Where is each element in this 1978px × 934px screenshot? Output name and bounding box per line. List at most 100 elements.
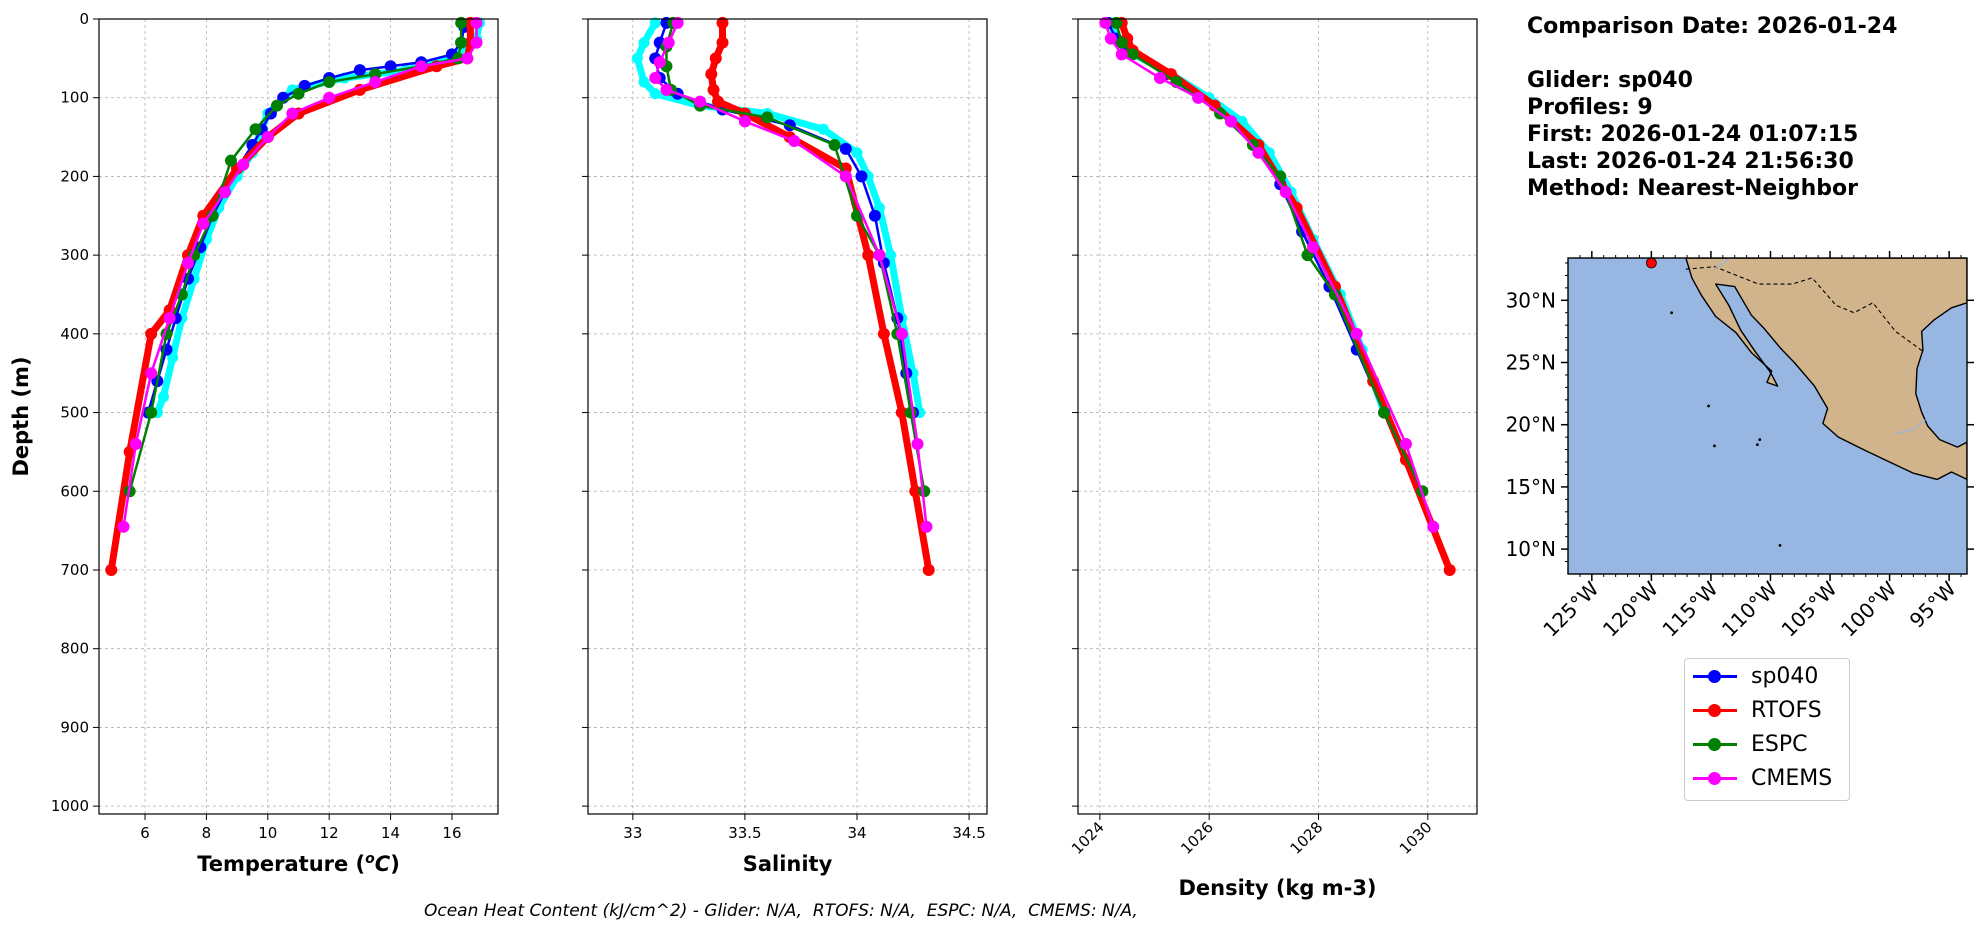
- y-tick-label: 1000: [51, 797, 89, 815]
- series-salinity-rtofs-point: [709, 52, 722, 65]
- series-salinity-cmems-point: [873, 249, 886, 262]
- series-density-espc-line: [1115, 21, 1424, 493]
- series-temperature-espc-point: [455, 16, 468, 29]
- series-salinity-espc-point: [904, 406, 917, 419]
- series-salinity-rtofs-point: [895, 406, 908, 419]
- series-salinity-cmems-point: [662, 36, 675, 49]
- series-temperature-rtofs-line: [107, 19, 474, 574]
- series-salinity-glider-profiles-point: [631, 52, 643, 64]
- series-salinity-cmems-point: [671, 16, 684, 29]
- series-density-cmems-point: [1104, 32, 1117, 45]
- x-tick-label: 10: [258, 824, 277, 842]
- series-temperature-glider-profiles-point: [167, 351, 179, 363]
- y-tick-label: 900: [60, 718, 89, 736]
- profile-count: Profiles: 9: [1527, 95, 1653, 120]
- y-tick-label: 800: [60, 640, 89, 658]
- info-panel: Comparison Date: 2026-01-24 Glider: sp040…: [1527, 13, 1897, 202]
- y-tick-label: 200: [60, 167, 89, 185]
- series-density-espc-point: [1378, 406, 1391, 419]
- series-salinity-cmems-point: [895, 327, 908, 340]
- map-frame: [1567, 257, 1968, 575]
- comparison-date: Comparison Date: 2026-01-24: [1527, 14, 1898, 39]
- legend-label-sp040: sp040: [1751, 663, 1819, 689]
- map-lon-label: 95°W: [1905, 576, 1961, 632]
- map-land-group: [1685, 258, 1967, 481]
- first-time: First: 2026-01-24 01:07:15: [1527, 122, 1859, 147]
- series-salinity-rtofs-point: [712, 95, 725, 108]
- x-tick-label: 34: [847, 824, 866, 842]
- series-temperature-cmems-point: [237, 158, 250, 171]
- series-salinity-glider-profiles-point: [638, 37, 650, 49]
- series-salinity-cmems-point: [920, 520, 933, 533]
- series-temperature-glider-profiles-point: [157, 391, 169, 403]
- x-tick-label: 33: [623, 824, 642, 842]
- legend-item-espc: ESPC: [1693, 730, 1808, 758]
- series-temperature-cmems-point: [218, 186, 231, 199]
- x-tick-label: 16: [442, 824, 461, 842]
- series-density-cmems-point: [1115, 48, 1128, 61]
- last-time: Last: 2026-01-24 21:56:30: [1527, 149, 1854, 174]
- y-tick-label: 100: [60, 89, 89, 107]
- series-salinity-cmems-point: [788, 135, 801, 148]
- x-tick-label: 1024: [1068, 818, 1108, 858]
- map-island: [1707, 404, 1710, 408]
- series-density-cmems-line: [1104, 21, 1435, 528]
- legend-swatch-espc: [1693, 737, 1737, 751]
- y-tick-label: 0: [79, 10, 89, 28]
- series-salinity-sp040-point: [855, 170, 868, 183]
- glider-name: Glider: sp040: [1527, 68, 1693, 93]
- series-salinity-rtofs-point: [862, 249, 875, 262]
- series-temperature-espc-point: [271, 99, 284, 112]
- map-lat-label: 30°N: [1506, 288, 1556, 312]
- map-lat-label: 15°N: [1506, 475, 1556, 499]
- panel-density: 1024 1026 1028 1030 Density (kg m-3): [1068, 16, 1478, 900]
- legend-swatch-cmems: [1693, 771, 1737, 785]
- panel-salinity: 33 33.5 34 34.5 Salinity: [582, 16, 988, 876]
- glider-location-marker: [1645, 257, 1657, 269]
- y-tick-label: 300: [60, 246, 89, 264]
- legend-swatch-sp040: [1693, 669, 1737, 683]
- x-tick-label: 1028: [1287, 818, 1327, 858]
- series-temperature-rtofs-point: [145, 327, 158, 340]
- series-density-cmems-point: [1153, 72, 1166, 85]
- legend-swatch-rtofs: [1693, 703, 1737, 717]
- series-density-cmems-point: [1427, 520, 1440, 533]
- x-tick-label: 1030: [1396, 818, 1436, 858]
- series-density-cmems-point: [1252, 146, 1265, 159]
- series-temperature-cmems-point: [145, 367, 158, 380]
- series-density-espc-point: [1115, 36, 1128, 49]
- map-lon-label: 115°W: [1657, 576, 1722, 641]
- series-temperature-cmems-point: [323, 91, 336, 104]
- series-temperature-rtofs-point: [105, 563, 118, 576]
- series-density-rtofs-point: [1443, 563, 1456, 576]
- map-lon-label: 120°W: [1598, 576, 1663, 641]
- series-salinity-rtofs-point: [707, 83, 720, 96]
- map-river: [1715, 258, 1732, 269]
- legend: sp040 RTOFS ESPC CMEMS: [1684, 658, 1850, 801]
- series-temperature-espc-point: [323, 75, 336, 88]
- series-salinity-cmems-point: [911, 438, 924, 451]
- x-axis-label: Temperature (oC): [197, 851, 400, 876]
- panel-frame: [1077, 18, 1478, 815]
- inset-map: 30°N 25°N 20°N 15°N 10°N 125°W120°W115°W110°W…: [1506, 251, 1974, 642]
- series-density-glider-profiles-line: [1107, 19, 1388, 417]
- series-temperature-espc-point: [455, 36, 468, 49]
- x-tick-label: 8: [202, 824, 212, 842]
- series-temperature-cmems-point: [129, 438, 142, 451]
- map-lat-label: 20°N: [1506, 413, 1556, 437]
- ohc-footer: Ocean Heat Content (kJ/cm^2) - Glider: N…: [424, 901, 1138, 921]
- series-salinity-cmems-point: [694, 95, 707, 108]
- map-lat-label: 25°N: [1506, 351, 1556, 375]
- series-temperature-cmems-point: [286, 107, 299, 120]
- series-salinity-cmems-point: [839, 170, 852, 183]
- legend-item-cmems: CMEMS: [1693, 764, 1832, 792]
- map-lon-label: 105°W: [1777, 576, 1842, 641]
- series-temperature-cmems-point: [163, 312, 176, 325]
- series-density-cmems-point: [1099, 16, 1112, 29]
- y-tick-label: 500: [60, 404, 89, 422]
- series-temperature-espc-point: [145, 406, 158, 419]
- series-density-cmems-point: [1399, 438, 1412, 451]
- series-temperature-sp040-point: [384, 60, 397, 73]
- method: Method: Nearest-Neighbor: [1527, 176, 1858, 201]
- series-salinity-cmems-point: [738, 115, 751, 128]
